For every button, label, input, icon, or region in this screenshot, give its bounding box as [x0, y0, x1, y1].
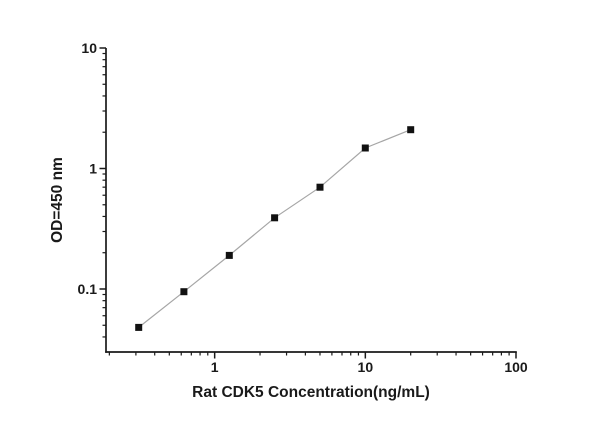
y-tick-label: 1: [89, 160, 97, 176]
x-tick-label: 1: [211, 359, 219, 375]
y-tick-label: 0.1: [78, 281, 98, 297]
data-point-marker: [225, 251, 233, 259]
y-axis-title: OD=450 nm: [49, 157, 66, 243]
series-line: [138, 129, 411, 328]
data-point-marker: [316, 183, 324, 191]
data-point-marker: [361, 144, 369, 152]
x-tick-label: 10: [358, 359, 374, 375]
y-tick-label: 10: [81, 40, 97, 56]
x-axis-title: Rat CDK5 Concentration(ng/mL): [192, 384, 430, 401]
data-point-marker: [271, 214, 279, 222]
data-point-marker: [407, 126, 415, 134]
data-point-marker: [135, 323, 143, 331]
data-point-marker: [180, 288, 188, 296]
plot-layer: 1 10 100 0.1 1 10: [78, 40, 528, 375]
x-tick-label: 100: [504, 359, 528, 375]
